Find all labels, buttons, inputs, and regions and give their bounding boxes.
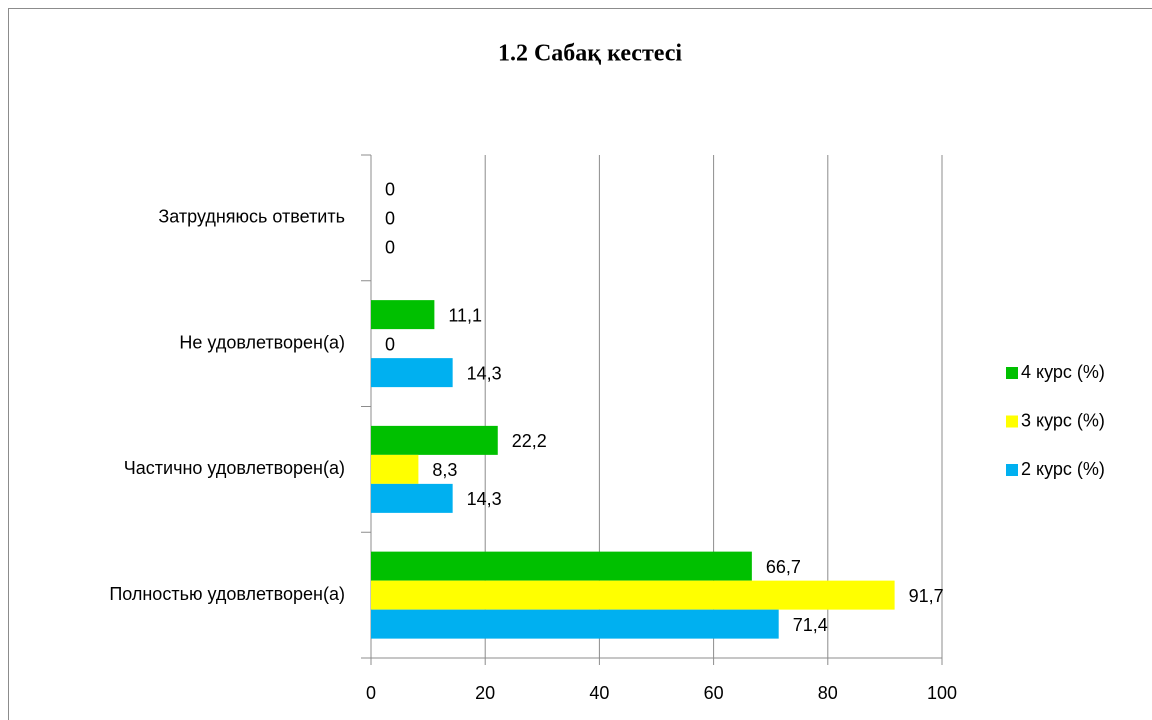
data-label: 91,7 [909,586,944,606]
bar [371,358,453,388]
bar [371,483,453,513]
data-label: 22,2 [512,431,547,451]
x-tick-label: 100 [927,683,957,703]
y-tick-label: Не удовлетворен(а) [179,332,345,352]
bar [371,300,435,330]
data-label: 71,4 [793,615,828,635]
x-tick-label: 80 [818,683,838,703]
y-tick-label: Затрудняюсь ответить [158,207,345,227]
x-tick-label: 40 [589,683,609,703]
y-tick-label: Полностью удовлетворен(а) [109,584,345,604]
bar [371,551,752,581]
data-label: 14,3 [467,363,502,383]
data-label: 11,1 [448,305,482,325]
chart-title: 1.2 Сабақ кестесі [498,41,682,67]
legend-swatch [1006,415,1018,428]
data-label: 0 [385,334,395,354]
legend-label: 2 курс (%) [1021,459,1105,479]
x-tick-label: 60 [704,683,724,703]
legend-label: 4 курс (%) [1021,362,1105,382]
data-label: 0 [385,180,395,200]
bar [371,454,419,484]
x-tick-label: 0 [366,683,376,703]
bar [371,580,895,610]
data-label: 66,7 [766,557,801,577]
data-label: 0 [385,209,395,229]
legend-label: 3 курс (%) [1021,410,1105,430]
bar [371,425,498,455]
x-tick-label: 20 [475,683,495,703]
bar [371,609,779,639]
data-label: 14,3 [467,489,502,509]
data-label: 0 [385,238,395,258]
y-tick-label: Частично удовлетворен(а) [124,458,345,478]
legend-swatch [1006,367,1018,379]
legend-swatch [1006,464,1018,476]
data-label: 8,3 [432,460,457,480]
